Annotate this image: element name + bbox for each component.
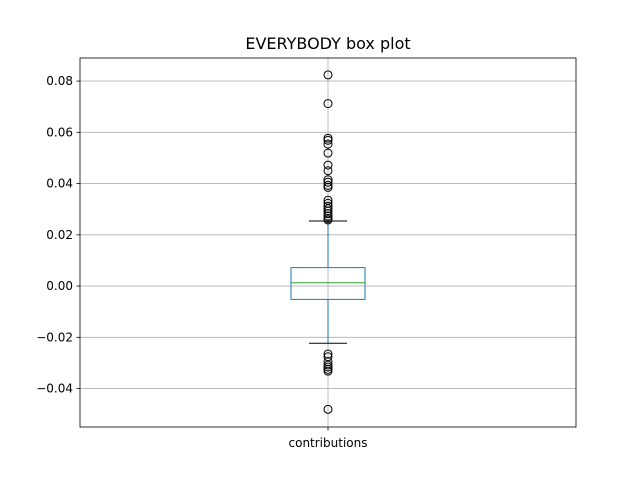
outlier-point: [323, 215, 333, 225]
outlier-point: [323, 366, 333, 376]
box-iqr: [290, 267, 366, 300]
chart-title: EVERYBODY box plot: [245, 34, 410, 53]
y-tick-label: 0.08: [46, 74, 73, 88]
axis-layer: −0.04 −0.02 0.00 0.02 0.04 0.06 0.08 contributi…: [36, 57, 577, 450]
y-tick-label: −0.02: [36, 330, 73, 344]
outlier-point: [323, 404, 333, 414]
outlier-point: [323, 135, 333, 145]
y-tick-label: 0.02: [46, 228, 73, 242]
x-tick-label: contributions: [289, 436, 368, 450]
y-tick-label: 0.00: [46, 279, 73, 293]
outlier-point: [323, 362, 333, 372]
box-group: [290, 70, 366, 414]
outlier-point: [323, 177, 333, 187]
outlier-point: [323, 206, 333, 216]
outlier-point: [323, 160, 333, 170]
outlier-point: [323, 148, 333, 158]
y-tick-label: 0.06: [46, 125, 73, 139]
y-tick-label: 0.04: [46, 177, 73, 191]
y-tick-label: −0.04: [36, 382, 73, 396]
outlier-point: [323, 211, 333, 221]
outlier-point: [323, 209, 333, 219]
outlier-point: [323, 70, 333, 80]
outlier-point: [323, 182, 333, 192]
outlier-point: [323, 166, 333, 176]
box-layer: [290, 70, 366, 414]
outlier-point: [323, 139, 333, 149]
outlier-point: [323, 99, 333, 109]
outlier-point: [323, 204, 333, 214]
